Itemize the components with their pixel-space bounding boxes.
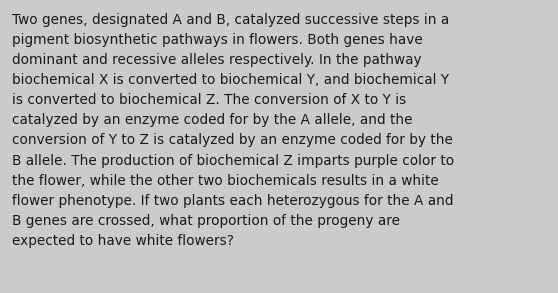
Text: Two genes, designated A and B, catalyzed successive steps in a
pigment biosynthe: Two genes, designated A and B, catalyzed…	[12, 13, 454, 248]
